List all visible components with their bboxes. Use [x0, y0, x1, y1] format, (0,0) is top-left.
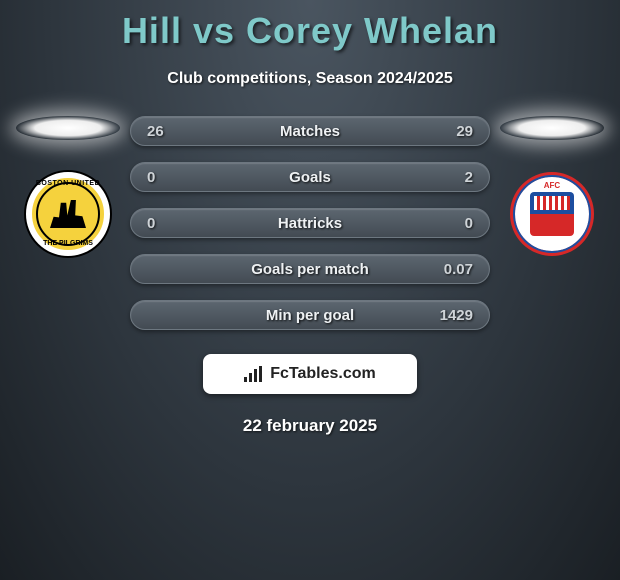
stat-right-value: 2 [433, 169, 473, 186]
brand-text: FcTables.com [270, 365, 376, 383]
stat-right-value: 0.07 [433, 261, 473, 278]
right-halo [500, 116, 604, 140]
stat-label: Min per goal [266, 307, 354, 324]
brand-badge: FcTables.com [203, 354, 417, 394]
left-player-col: BOSTON UNITED THE PILGRIMS [16, 116, 120, 256]
stat-row: 0 Goals 2 [130, 162, 490, 192]
comparison-row: BOSTON UNITED THE PILGRIMS 26 Matches 29… [0, 116, 620, 330]
right-club-badge: AFC [510, 172, 594, 256]
bar-chart-icon [244, 366, 264, 382]
left-halo [16, 116, 120, 140]
left-badge-top-text: BOSTON UNITED [36, 180, 100, 187]
left-badge-bottom-text: THE PILGRIMS [43, 240, 93, 247]
date-text: 22 february 2025 [0, 416, 620, 436]
left-club-badge: BOSTON UNITED THE PILGRIMS [26, 172, 110, 256]
stat-left-value: 0 [147, 169, 187, 186]
stat-left-value: 0 [147, 215, 187, 232]
shield-icon [530, 192, 574, 236]
stat-right-value: 29 [433, 123, 473, 140]
right-badge-top-text: AFC [544, 181, 560, 190]
stat-label: Goals per match [251, 261, 369, 278]
stat-row: Goals per match 0.07 [130, 254, 490, 284]
stat-left-value: 26 [147, 123, 187, 140]
subtitle: Club competitions, Season 2024/2025 [0, 70, 620, 88]
stat-row: 0 Hattricks 0 [130, 208, 490, 238]
stat-label: Matches [280, 123, 340, 140]
stat-right-value: 0 [433, 215, 473, 232]
stat-label: Hattricks [278, 215, 342, 232]
stats-list: 26 Matches 29 0 Goals 2 0 Hattricks 0 Go… [130, 116, 490, 330]
stat-row: Min per goal 1429 [130, 300, 490, 330]
stat-right-value: 1429 [433, 307, 473, 324]
ship-icon [50, 200, 86, 228]
stat-label: Goals [289, 169, 331, 186]
page-title: Hill vs Corey Whelan [0, 0, 620, 52]
stat-row: 26 Matches 29 [130, 116, 490, 146]
right-player-col: AFC [500, 116, 604, 256]
